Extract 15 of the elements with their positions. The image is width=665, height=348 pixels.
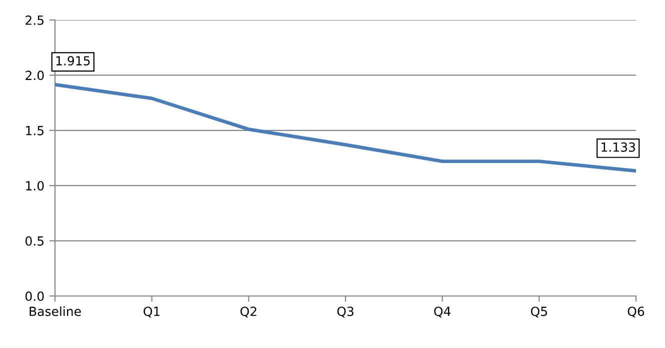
x-tick-label: Q1 — [144, 306, 160, 318]
text: 0.0 — [26, 291, 44, 301]
data-label: 1.915 — [56, 56, 90, 66]
text: 1.5 — [26, 126, 44, 136]
text: 1.0 — [26, 181, 44, 191]
x-tick-label: Q6 — [628, 306, 644, 318]
x-tick-label: Q5 — [530, 306, 547, 318]
x-tick-label: Q3 — [337, 306, 354, 318]
text: 0.5 — [26, 236, 44, 246]
data-label: 1.133 — [602, 142, 635, 152]
text: 2.5 — [26, 15, 44, 25]
x-tick-label: Baseline — [30, 306, 81, 316]
x-tick-label: Q2 — [240, 306, 256, 318]
text: 2.0 — [26, 70, 44, 80]
x-tick-label: Q4 — [434, 306, 451, 318]
